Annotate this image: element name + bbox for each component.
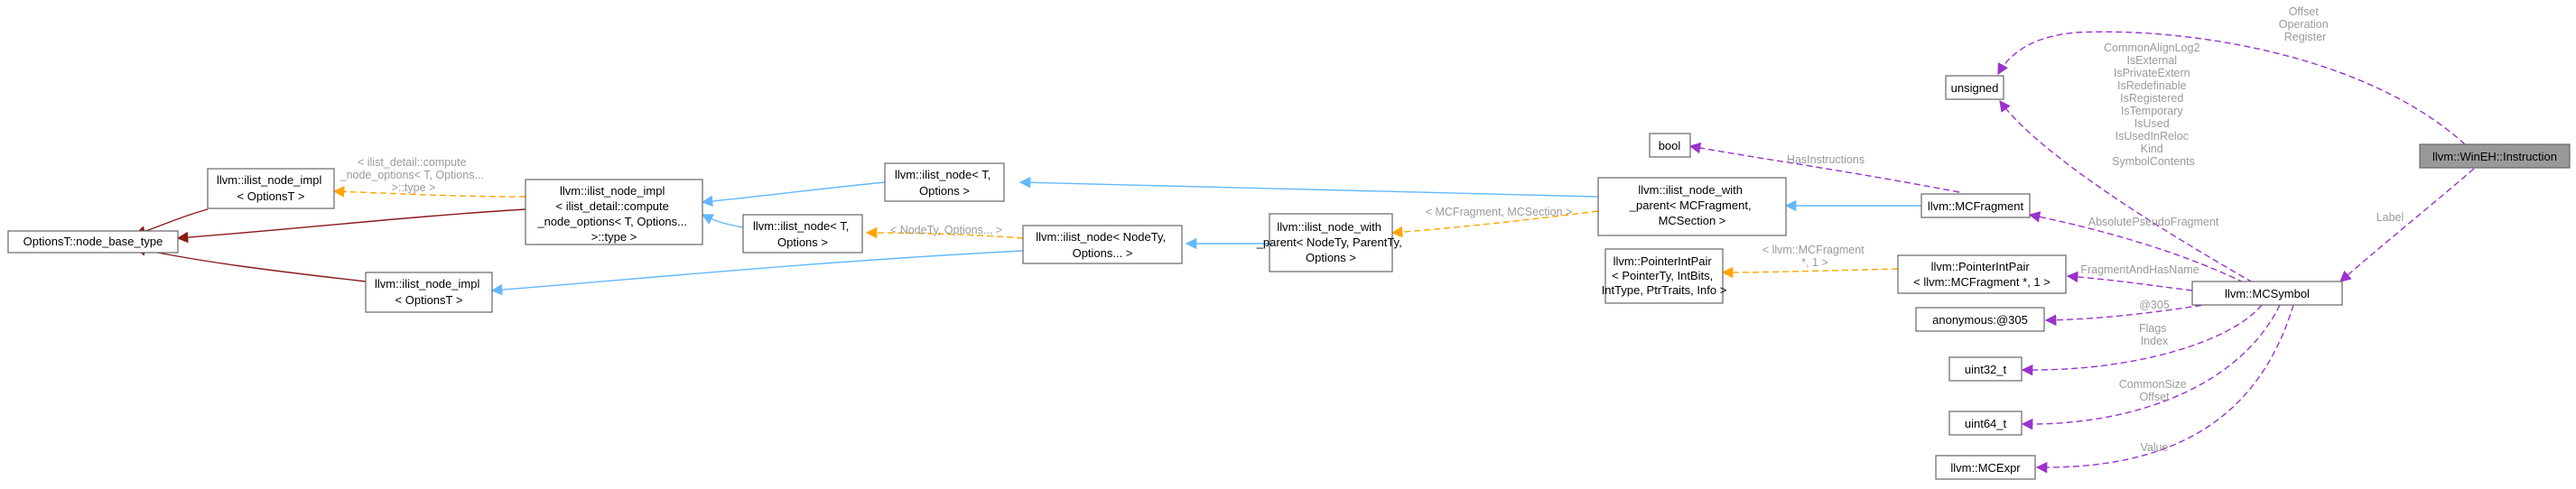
svg-text:llvm::MCExpr: llvm::MCExpr bbox=[1950, 461, 2021, 475]
edge-has-instructions bbox=[1688, 142, 1960, 193]
edge-node-top-to-impl-compute bbox=[701, 181, 886, 208]
node-ilist-node-impl-compute[interactable]: llvm::ilist_node_impl < ilist_detail::co… bbox=[525, 179, 703, 245]
node-bool[interactable]: bool bbox=[1649, 133, 1691, 158]
node-uint32[interactable]: uint32_t bbox=[1948, 356, 2023, 382]
edge-label-value: Value bbox=[2140, 441, 2168, 454]
svg-text:llvm::MCSymbol: llvm::MCSymbol bbox=[2225, 287, 2310, 300]
svg-text:llvm::ilist_node< T, O: llvm::ilist_node< T, Options > bbox=[753, 219, 852, 249]
svg-text:llvm::PointerIntPair <: llvm::PointerIntPair < llvm::MCFragment … bbox=[1913, 260, 2051, 289]
edge-instruction-to-unsigned bbox=[1997, 31, 2466, 145]
edge-label-fragment-section: < MCFragment, MCSection > bbox=[1426, 206, 1573, 218]
edge-impl-compute-template bbox=[332, 186, 526, 198]
edge-label-instruction-unsigned: Offset Operation Register bbox=[2279, 5, 2331, 43]
svg-text:uint64_t: uint64_t bbox=[1965, 417, 2007, 430]
edge-label-fragment-has-name: FragmentAndHasName bbox=[2080, 263, 2199, 276]
svg-text:llvm::PointerIntPair <: llvm::PointerIntPair < PointerTy, IntBit… bbox=[1602, 254, 1727, 297]
edge-node-mid-to-impl-compute bbox=[701, 214, 744, 228]
edge-impl-compute-to-base bbox=[176, 208, 526, 244]
node-ilist-node-with-parent-mcfragment[interactable]: llvm::ilist_node_with _parent< MCFragmen… bbox=[1597, 177, 1787, 236]
edge-label-node-variadic: < NodeTy, Options... > bbox=[890, 224, 1002, 236]
edge-uint64 bbox=[2021, 304, 2281, 430]
edge-value bbox=[2035, 304, 2294, 474]
edge-label-uint32: Flags Index bbox=[2139, 322, 2170, 347]
node-mcexpr[interactable]: llvm::MCExpr bbox=[1935, 455, 2036, 480]
edge-node-variadic-to-impl-bottom bbox=[490, 250, 1024, 296]
svg-text:llvm::MCFragment: llvm::MCFragment bbox=[1928, 199, 2024, 213]
svg-text:llvm::ilist_node_impl: llvm::ilist_node_impl < OptionsT > bbox=[375, 277, 483, 307]
node-pointer-int-pair-generic[interactable]: llvm::PointerIntPair < PointerTy, IntBit… bbox=[1602, 248, 1727, 304]
svg-text:llvm::ilist_node_impl: llvm::ilist_node_impl < ilist_detail::co… bbox=[536, 184, 690, 244]
edge-label-absolute-pseudo: AbsolutePseudoFragment bbox=[2088, 216, 2219, 228]
node-uint64[interactable]: uint64_t bbox=[1948, 411, 2023, 436]
edge-label-uint64: CommonSize Offset bbox=[2119, 378, 2190, 403]
svg-text:llvm::ilist_node< NodeTy,: llvm::ilist_node< NodeTy, Options... > bbox=[1036, 230, 1169, 260]
node-ilist-node-t-options-mid[interactable]: llvm::ilist_node< T, Options > bbox=[742, 214, 863, 254]
node-wineh-instruction[interactable]: llvm::WinEH::Instruction bbox=[2419, 143, 2571, 169]
node-ilist-node-impl-optionst-top[interactable]: llvm::ilist_node_impl < OptionsT > bbox=[207, 168, 335, 209]
svg-text:anonymous:@305: anonymous:@305 bbox=[1932, 313, 2028, 327]
svg-text:unsigned: unsigned bbox=[1951, 81, 1999, 95]
edge-uint32 bbox=[2021, 304, 2263, 376]
node-mcfragment[interactable]: llvm::MCFragment bbox=[1920, 193, 2031, 218]
svg-text:llvm::ilist_node_impl: llvm::ilist_node_impl < OptionsT > bbox=[217, 173, 325, 203]
edge-label-anon-305: @305 bbox=[2139, 299, 2170, 311]
svg-text:llvm::WinEH::Instruction: llvm::WinEH::Instruction bbox=[2432, 150, 2557, 163]
edges bbox=[134, 31, 2475, 474]
edge-label-impl-compute: < ilist_detail::compute _node_options< T… bbox=[339, 156, 488, 194]
node-unsigned[interactable]: unsigned bbox=[1945, 75, 2004, 100]
node-ilist-node-nodety[interactable]: llvm::ilist_node< NodeTy, Options... > bbox=[1022, 225, 1183, 264]
node-pointer-int-pair-mcfragment[interactable]: llvm::PointerIntPair < llvm::MCFragment … bbox=[1897, 254, 2067, 294]
edge-label-pip-fragment: < llvm::MCFragment *, 1 > bbox=[1762, 244, 1867, 269]
node-ilist-node-t-options-top[interactable]: llvm::ilist_node< T, Options > bbox=[884, 162, 1005, 202]
edge-node-fragment-template bbox=[1390, 210, 1599, 238]
edge-label-has-instructions: HasInstructions bbox=[1787, 153, 1865, 166]
svg-text:bool: bool bbox=[1659, 139, 1681, 152]
svg-text:OptionsT::node_base_type: OptionsT::node_base_type bbox=[23, 235, 163, 248]
svg-text:llvm::ilist_node_with: llvm::ilist_node_with _parent< NodeTy, P… bbox=[1256, 220, 1406, 264]
node-options-base-type[interactable]: OptionsT::node_base_type bbox=[7, 230, 179, 254]
node-mcsymbol[interactable]: llvm::MCSymbol bbox=[2191, 281, 2343, 306]
nodes: OptionsT::node_base_type llvm::ilist_nod… bbox=[7, 75, 2571, 480]
svg-text:uint32_t: uint32_t bbox=[1965, 363, 2007, 376]
edge-pip-template bbox=[1721, 266, 1899, 279]
edge-label-label: Label bbox=[2376, 211, 2404, 224]
edge-fragment-and-has-name bbox=[2066, 271, 2193, 291]
node-anonymous-305[interactable]: anonymous:@305 bbox=[1915, 307, 2045, 332]
edge-node-variadic-template bbox=[865, 226, 1024, 239]
edge-labels: < ilist_detail::compute _node_options< T… bbox=[339, 5, 2404, 454]
svg-text:llvm::ilist_node< T, O: llvm::ilist_node< T, Options > bbox=[895, 168, 994, 198]
node-ilist-node-impl-optionst-bottom[interactable]: llvm::ilist_node_impl < OptionsT > bbox=[365, 272, 493, 313]
svg-text:llvm::ilist_node_with: llvm::ilist_node_with _parent< MCFragmen… bbox=[1629, 183, 1754, 227]
edge-label-symbol-unsigned: CommonAlignLog2 IsExternal IsPrivateExte… bbox=[2104, 42, 2203, 168]
edge-symbol-to-unsigned bbox=[1999, 99, 2254, 283]
edge-node-fragment-to-node-top bbox=[1018, 176, 1599, 198]
node-ilist-node-with-parent-generic[interactable]: llvm::ilist_node_with _parent< NodeTy, P… bbox=[1256, 213, 1406, 272]
edge-label bbox=[2339, 168, 2475, 282]
edge-anon-305 bbox=[2044, 301, 2222, 327]
